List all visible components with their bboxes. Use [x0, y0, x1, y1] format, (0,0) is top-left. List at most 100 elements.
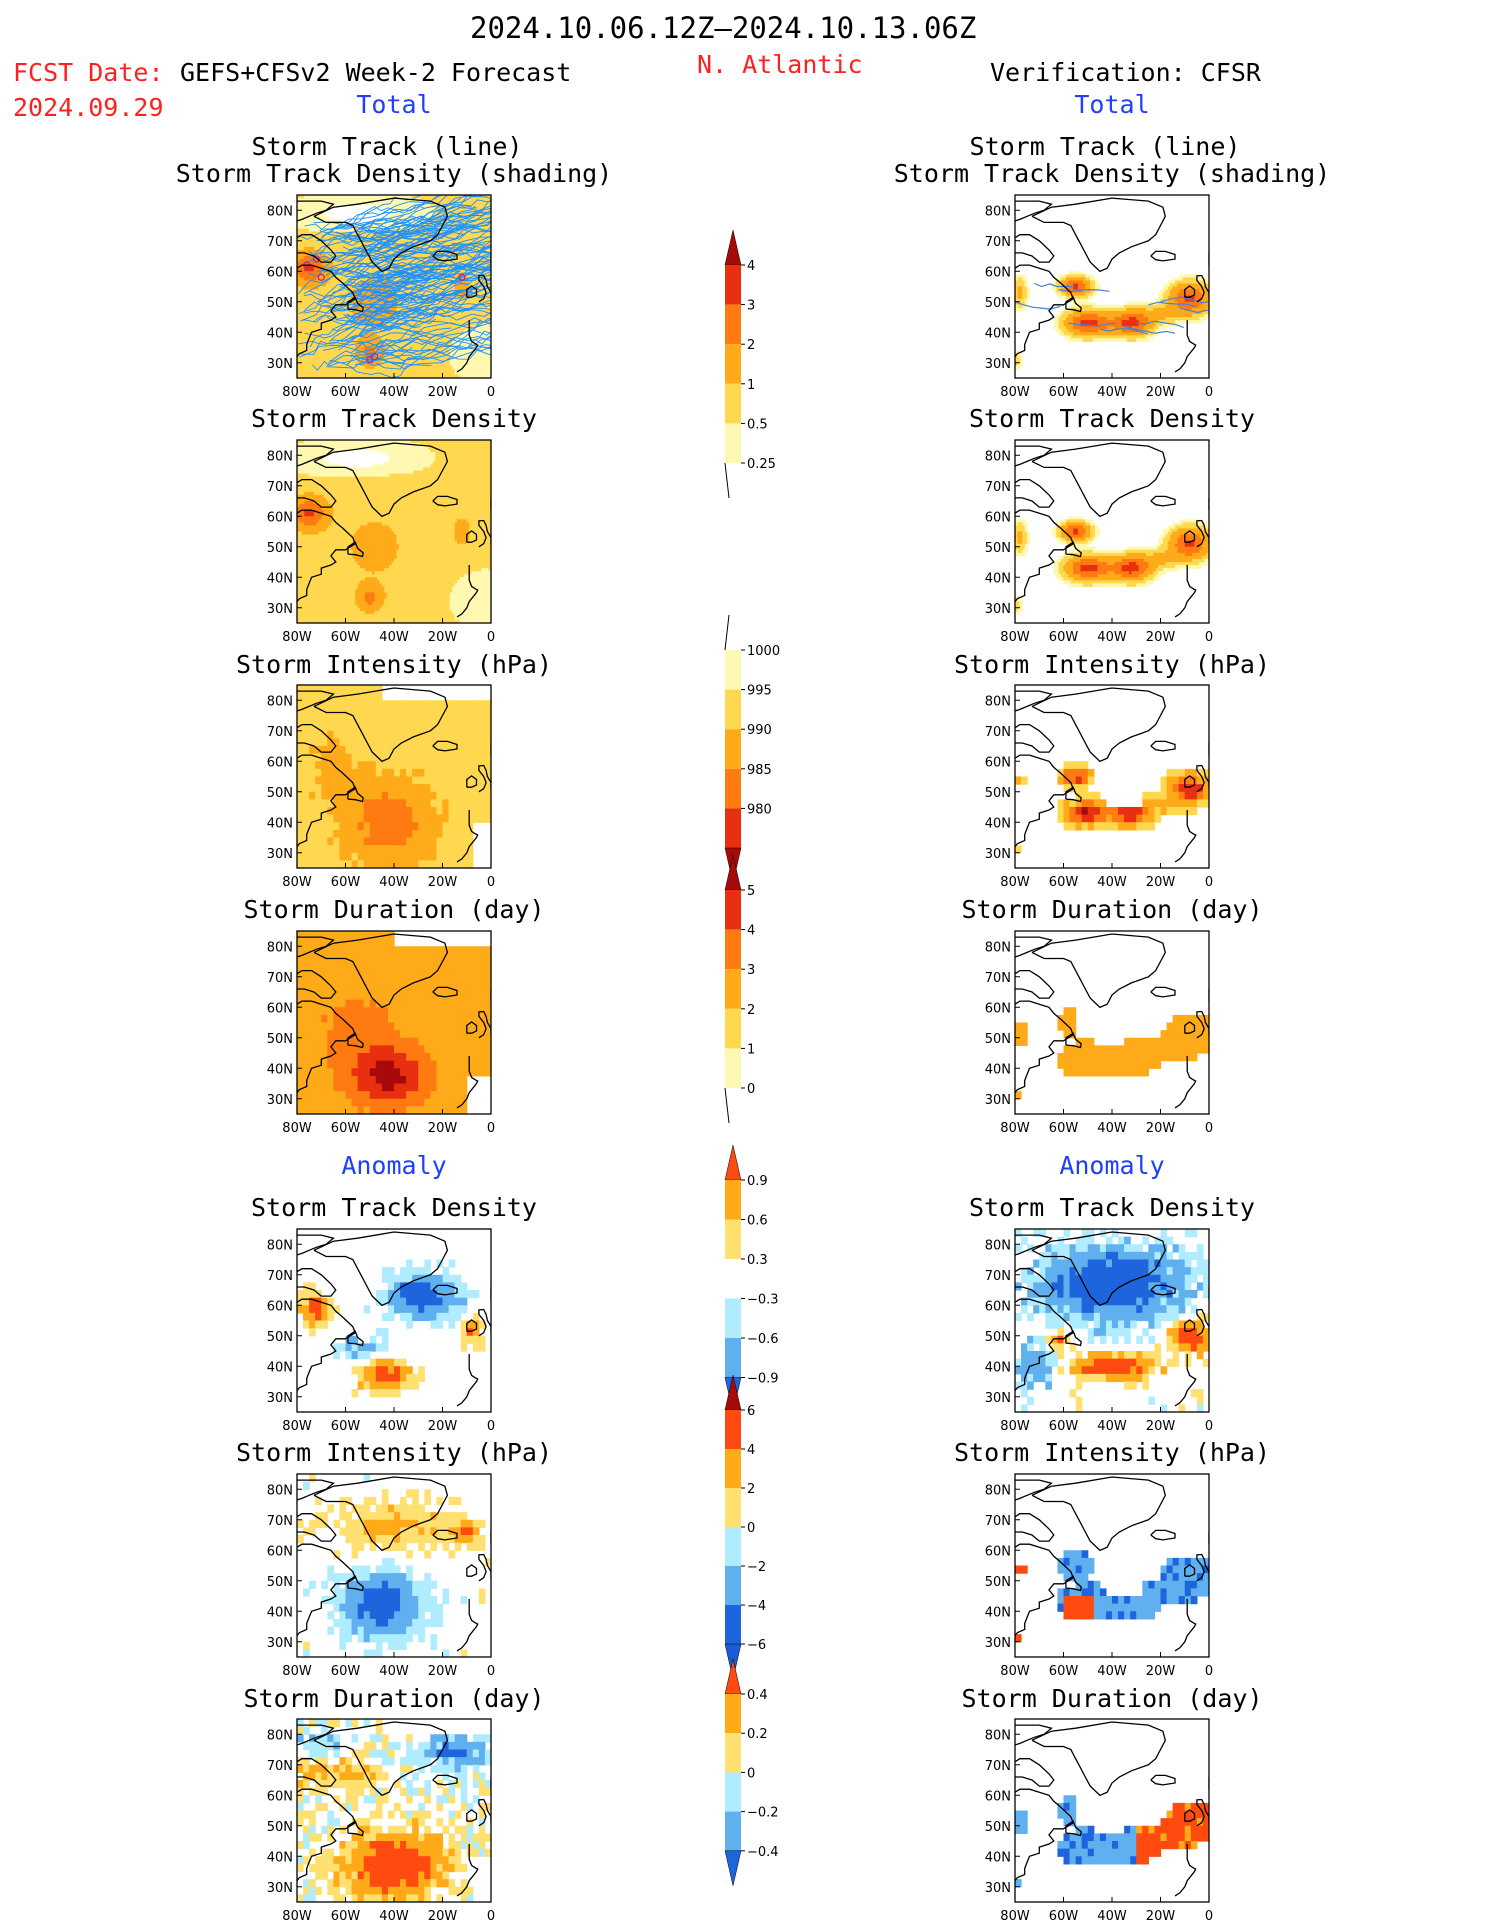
grid-cell [299, 344, 303, 349]
grid-cell [461, 213, 465, 217]
grid-cell [396, 268, 400, 272]
grid-cell [343, 356, 347, 361]
fcst-date: 2024.09.29 [13, 93, 164, 122]
grid-cell [454, 320, 458, 324]
grid-cell [301, 225, 305, 230]
grid-cell [464, 353, 468, 358]
grid-cell [321, 262, 325, 266]
grid-cell [364, 277, 368, 281]
grid-cell [306, 265, 310, 269]
grid-cell [425, 198, 429, 202]
grid-cell [464, 286, 468, 291]
grid-cell [476, 356, 480, 361]
grid-cell [299, 256, 303, 260]
grid-cell [408, 256, 412, 260]
grid-cell [299, 449, 303, 453]
grid-cell [464, 304, 468, 309]
grid-cell [355, 301, 359, 306]
grid-cell [437, 365, 441, 370]
grid-cell [420, 277, 424, 281]
grid-cell [430, 304, 434, 309]
grid-cell [432, 335, 436, 339]
grid-cell [352, 198, 356, 202]
storm-track-line [321, 227, 401, 241]
grid-cell [408, 365, 412, 370]
grid-cell [301, 307, 305, 312]
grid-cell [340, 347, 344, 352]
grid-cell [352, 341, 356, 346]
grid-cell [374, 268, 378, 272]
grid-cell [389, 249, 393, 254]
storm-track-line [368, 235, 491, 279]
grid-cell [369, 268, 373, 272]
grid-cell [352, 304, 356, 309]
grid-cell [381, 219, 385, 224]
grid-cell [355, 304, 359, 309]
grid-cell [333, 347, 337, 352]
grid-cell [345, 286, 349, 291]
grid-cell [471, 262, 475, 266]
grid-cell [435, 335, 439, 339]
grid-cell [323, 353, 327, 358]
grid-cell [413, 374, 417, 378]
grid-cell [299, 531, 303, 536]
grid-cell [313, 216, 317, 220]
grid-cell [425, 252, 429, 257]
grid-cell [340, 195, 344, 199]
grid-cell [389, 320, 393, 324]
grid-cell [330, 277, 334, 281]
grid-cell [321, 274, 325, 278]
grid-cell [297, 289, 301, 294]
grid-cell [321, 216, 325, 220]
grid-cell [297, 335, 301, 339]
grid-cell [357, 259, 361, 263]
grid-cell [311, 347, 315, 352]
grid-cell [335, 198, 339, 202]
grid-cell [410, 283, 414, 288]
grid-cell [403, 240, 407, 245]
grid-cell [476, 307, 480, 312]
grid-cell [369, 335, 373, 339]
grid-cell [474, 280, 478, 285]
grid-cell [396, 304, 400, 309]
grid-cell [432, 359, 436, 364]
grid-cell [309, 374, 313, 378]
grid-cell [357, 277, 361, 281]
grid-cell [461, 301, 465, 306]
grid-cell [476, 207, 480, 211]
grid-cell [474, 228, 478, 233]
grid-cell [350, 359, 354, 364]
grid-cell [464, 295, 468, 300]
grid-cell [432, 344, 436, 349]
grid-cell [425, 234, 429, 239]
grid-cell [461, 228, 465, 233]
grid-cell [311, 310, 315, 315]
grid-cell [301, 228, 305, 233]
grid-cell [401, 368, 405, 373]
grid-cell [447, 262, 451, 266]
grid-cell [364, 240, 368, 245]
grid-cell [372, 362, 376, 367]
grid-cell [406, 213, 410, 217]
grid-cell [444, 246, 448, 251]
storm-track-line [297, 334, 429, 352]
grid-cell [396, 201, 400, 205]
grid-cell [330, 356, 334, 361]
grid-cell [333, 344, 337, 349]
grid-cell [313, 298, 317, 303]
grid-cell [369, 256, 373, 260]
grid-cell [483, 317, 487, 321]
grid-cell [343, 262, 347, 266]
grid-cell [461, 374, 465, 378]
grid-cell [301, 440, 305, 444]
grid-cell [355, 310, 359, 315]
grid-cell [481, 252, 485, 257]
grid-cell [374, 277, 378, 281]
grid-cell [338, 246, 342, 251]
grid-cell [340, 246, 344, 251]
grid-cell [304, 201, 308, 205]
grid-cell [379, 362, 383, 367]
lon-tick-label: 80W [282, 385, 312, 400]
grid-cell [369, 298, 373, 303]
grid-cell [321, 268, 325, 272]
